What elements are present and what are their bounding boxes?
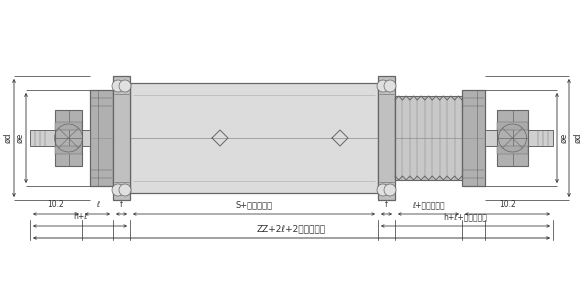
Text: ød: ød: [573, 133, 582, 143]
Bar: [55, 122, 82, 130]
Text: ZZ+2ℓ+2ストローク: ZZ+2ℓ+2ストローク: [257, 224, 326, 233]
Circle shape: [112, 80, 124, 92]
Bar: [395, 96, 462, 180]
Bar: [395, 96, 462, 180]
Bar: [378, 76, 395, 200]
Bar: [113, 76, 130, 200]
Text: h+ℓ: h+ℓ: [73, 212, 87, 221]
Text: f: f: [120, 200, 123, 209]
Circle shape: [119, 80, 131, 92]
Circle shape: [384, 80, 396, 92]
Bar: [462, 90, 485, 186]
Bar: [90, 90, 113, 186]
Text: ød: ød: [3, 133, 12, 143]
Text: f: f: [385, 200, 388, 209]
Text: øe: øe: [559, 133, 568, 143]
Text: h+ℓ+ストローク: h+ℓ+ストローク: [444, 212, 487, 221]
Circle shape: [112, 184, 124, 196]
Bar: [30, 130, 90, 146]
Bar: [497, 122, 528, 130]
Text: ℓ+ストローク: ℓ+ストローク: [412, 200, 445, 209]
Bar: [485, 130, 553, 146]
Bar: [130, 83, 378, 193]
Text: 10.2: 10.2: [48, 200, 64, 209]
Bar: [55, 146, 82, 154]
Bar: [497, 110, 528, 166]
Circle shape: [377, 184, 389, 196]
Text: øe: øe: [15, 133, 24, 143]
Circle shape: [377, 80, 389, 92]
Bar: [55, 110, 82, 166]
Circle shape: [119, 184, 131, 196]
Text: S+ストローク: S+ストローク: [236, 200, 273, 209]
Text: ℓ: ℓ: [96, 200, 99, 209]
Circle shape: [384, 184, 396, 196]
Text: 10.2: 10.2: [499, 200, 516, 209]
Bar: [497, 146, 528, 154]
